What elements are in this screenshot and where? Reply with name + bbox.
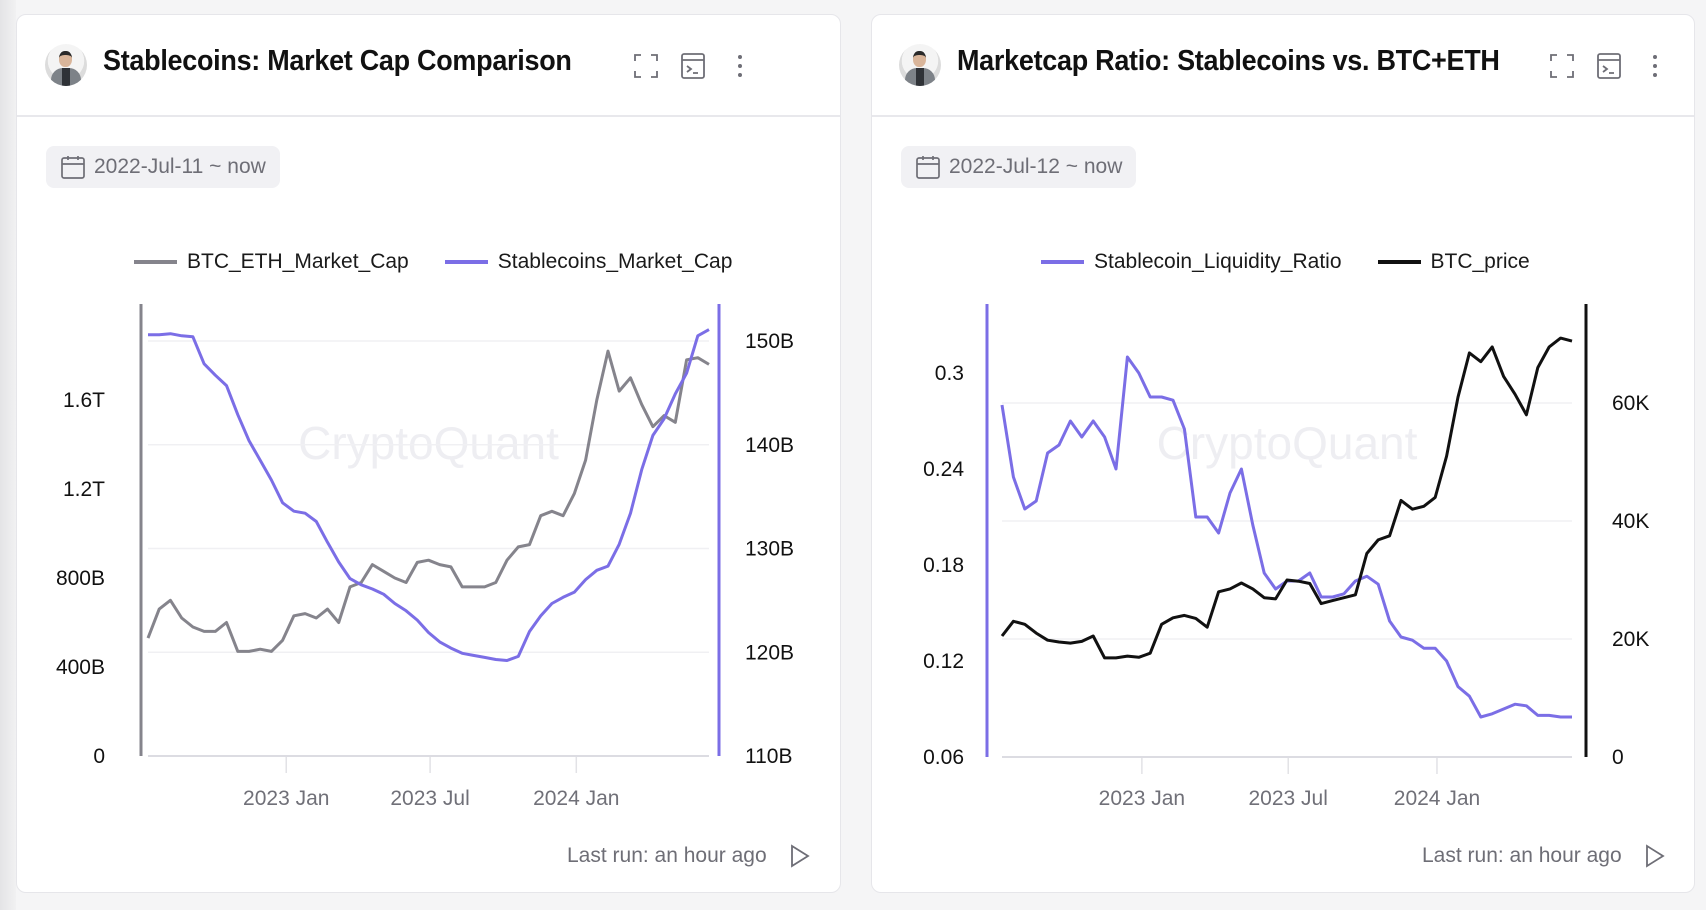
terminal-icon[interactable]: [1594, 51, 1624, 81]
legend-swatch: [444, 260, 488, 264]
x-tick-label: 2024 Jan: [1394, 787, 1480, 810]
y-right-tick-label: 40K: [1612, 510, 1649, 533]
date-range-chip[interactable]: 2022-Jul-12 ~ now: [901, 146, 1137, 188]
card-footer: Last run: an hour ago: [1422, 841, 1668, 871]
legend-item-stablecoins-market-cap[interactable]: Stablecoins_Market_Cap: [444, 250, 733, 274]
x-tick-label: 2023 Jan: [1099, 787, 1185, 810]
play-icon[interactable]: [1640, 842, 1668, 870]
x-tick-label: 2023 Jan: [243, 787, 329, 810]
more-vertical-icon[interactable]: [1640, 51, 1670, 81]
x-tick-label: 2024 Jan: [533, 787, 619, 810]
y-left-tick-label: 0.12: [923, 650, 964, 673]
series-line-btc-price: [1000, 336, 1573, 660]
chart-card-marketcap-ratio: Marketcap Ratio: Stablecoins vs. BTC+ETH…: [871, 14, 1695, 893]
chart-card-market-cap-comparison: Stablecoins: Market Cap Comparison 2022-…: [16, 14, 841, 893]
legend-item-stablecoin-liquidity-ratio[interactable]: Stablecoin_Liquidity_Ratio: [1041, 250, 1342, 274]
y-left-tick-label: 400B: [56, 656, 105, 679]
y-right-tick-label: 130B: [745, 538, 794, 561]
avatar-shirt: [916, 68, 924, 86]
last-run-text: Last run: an hour ago: [567, 844, 767, 867]
series-line-btc-eth-market-cap: [146, 349, 710, 653]
author-avatar[interactable]: [45, 44, 87, 86]
y-left-tick-label: 0.18: [923, 554, 964, 577]
legend-label: Stablecoins_Market_Cap: [497, 250, 733, 273]
card-title: Stablecoins: Market Cap Comparison: [103, 45, 572, 77]
y-right-tick-label: 0: [1612, 746, 1624, 769]
more-vertical-icon[interactable]: [725, 51, 755, 81]
x-tick-label: 2023 Jul: [390, 787, 469, 810]
y-left-tick-label: 1.2T: [63, 478, 105, 501]
card-title: Marketcap Ratio: Stablecoins vs. BTC+ETH: [957, 45, 1500, 77]
watermark: CryptoQuant: [298, 417, 559, 469]
page-background: [0, 0, 16, 910]
fullscreen-icon[interactable]: [1547, 51, 1577, 81]
chart-legend: BTC_ETH_Market_Cap Stablecoins_Market_Ca…: [134, 247, 732, 277]
y-left-tick-label: 0.06: [923, 746, 964, 769]
legend-item-btc-price[interactable]: BTC_price: [1377, 250, 1530, 274]
card-header: Stablecoins: Market Cap Comparison: [17, 15, 840, 117]
avatar-shirt: [62, 68, 70, 86]
legend-item-btc-eth-market-cap[interactable]: BTC_ETH_Market_Cap: [134, 250, 409, 274]
avatar-head: [59, 51, 72, 67]
y-right-tick-label: 20K: [1612, 628, 1649, 651]
calendar-icon: [61, 156, 85, 179]
calendar-icon: [916, 156, 940, 179]
series-line-stablecoin-liquidity-ratio: [1000, 355, 1572, 719]
avatar-head: [913, 51, 926, 67]
date-range-text: 2022-Jul-11 ~ now: [94, 155, 266, 178]
x-tick-label: 2023 Jul: [1249, 787, 1328, 810]
date-range-text: 2022-Jul-12 ~ now: [949, 155, 1123, 178]
y-left-tick-label: 0: [93, 745, 105, 768]
legend-label: BTC_ETH_Market_Cap: [187, 250, 409, 273]
y-right-tick-label: 150B: [745, 330, 794, 353]
legend-swatch: [1041, 260, 1084, 264]
last-run-text: Last run: an hour ago: [1422, 844, 1622, 867]
chart-marketcap-ratio: CryptoQuant 0.06 0.12 0.18 0.24 0.3 0 20K 40K 60K…: [923, 304, 1649, 810]
chart-market-cap-comparison: CryptoQuant 0 400B 800B 1.2T 1.6T 110B 120B 130B…: [56, 304, 794, 810]
series-line-stablecoins-market-cap: [148, 328, 710, 662]
terminal-icon[interactable]: [678, 51, 708, 81]
chart-legend: Stablecoin_Liquidity_Ratio BTC_price: [1041, 247, 1530, 277]
y-left-tick-label: 0.24: [923, 458, 964, 481]
y-left-tick-label: 800B: [56, 567, 105, 590]
author-avatar[interactable]: [899, 44, 941, 86]
legend-swatch: [134, 260, 177, 264]
legend-swatch: [1377, 260, 1421, 264]
y-left-tick-label: 1.6T: [63, 389, 105, 412]
play-icon[interactable]: [785, 842, 813, 870]
y-right-tick-label: 110B: [745, 745, 793, 768]
legend-label: Stablecoin_Liquidity_Ratio: [1094, 250, 1342, 273]
date-range-chip[interactable]: 2022-Jul-11 ~ now: [46, 146, 280, 188]
card-footer: Last run: an hour ago: [567, 841, 813, 871]
card-header: Marketcap Ratio: Stablecoins vs. BTC+ETH: [872, 15, 1694, 117]
legend-label: BTC_price: [1430, 250, 1530, 273]
y-right-tick-label: 120B: [745, 641, 794, 664]
y-left-tick-label: 0.3: [935, 362, 964, 385]
y-right-tick-label: 60K: [1612, 392, 1649, 415]
y-right-tick-label: 140B: [745, 434, 794, 457]
watermark: CryptoQuant: [1157, 417, 1418, 469]
fullscreen-icon[interactable]: [631, 51, 661, 81]
